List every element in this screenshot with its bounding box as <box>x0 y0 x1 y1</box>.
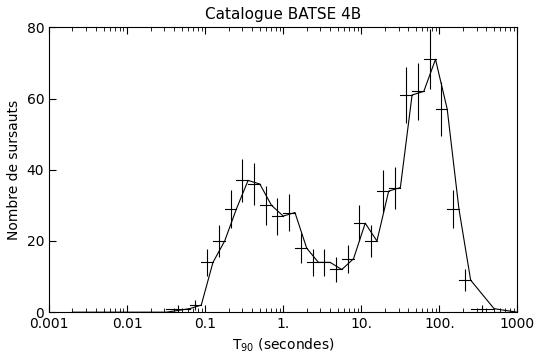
Title: Catalogue BATSE 4B: Catalogue BATSE 4B <box>205 7 362 22</box>
X-axis label: T$_{90}$ (secondes): T$_{90}$ (secondes) <box>232 337 334 354</box>
Y-axis label: Nombre de sursauts: Nombre de sursauts <box>7 100 21 240</box>
